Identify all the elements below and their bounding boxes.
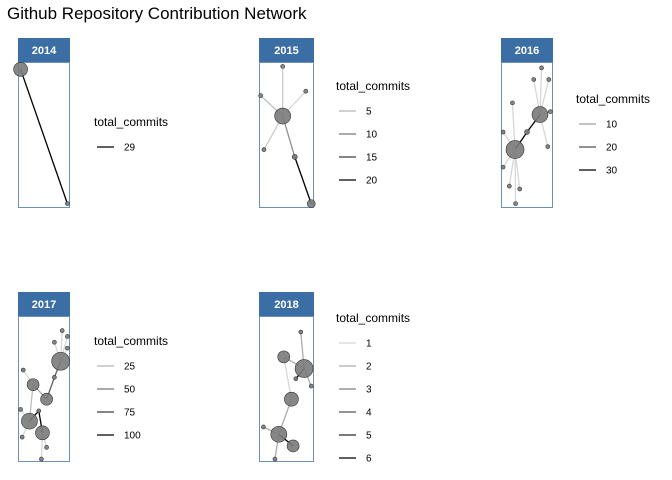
legend-label-2018-4: 5	[366, 431, 372, 442]
legend-title-2017: total_commits	[94, 334, 168, 348]
node-2015-l	[258, 93, 263, 98]
node-2017-s5	[20, 367, 26, 373]
panel-frame-2015	[259, 62, 314, 208]
legend-label-2015-3: 20	[366, 176, 378, 187]
legend-label-2014-0: 29	[124, 143, 136, 154]
legend-label-2018-2: 3	[366, 385, 372, 396]
node-2016-a3	[546, 77, 552, 82]
node-2017-s9	[39, 456, 44, 462]
chart-title: Github Repository Contribution Network	[7, 4, 307, 23]
node-2018-q2	[277, 350, 291, 364]
node-2015-t	[280, 64, 285, 69]
node-2018-t2	[308, 383, 314, 389]
node-2017-s6	[18, 407, 23, 412]
legend-title-2018: total_commits	[336, 311, 410, 325]
node-2015-c	[274, 107, 291, 125]
panel-frame-2018	[259, 316, 314, 462]
node-2016-b2	[500, 129, 506, 135]
legend-label-2017-0: 25	[124, 362, 136, 373]
legend-label-2018-5: 6	[366, 454, 372, 465]
node-2015-m	[291, 154, 298, 160]
panel-strip-2014	[18, 38, 70, 62]
node-2017-s8	[44, 445, 49, 450]
legend-label-2016-2: 30	[606, 166, 618, 177]
node-2017-p4	[21, 412, 38, 430]
panel-strip-2017	[18, 292, 70, 316]
node-2018-q3	[284, 391, 299, 407]
node-2014-b	[65, 201, 70, 206]
node-2016-b1	[510, 100, 515, 106]
legend-label-2015-1: 10	[366, 130, 378, 141]
legend-title-2016: total_commits	[576, 92, 650, 106]
node-2016-b5	[517, 186, 523, 192]
node-2016-h1	[531, 106, 549, 123]
panel-frame-2016	[501, 62, 553, 208]
node-2017-p5	[35, 425, 50, 441]
panel-strip-2018	[259, 292, 314, 316]
node-2018-t3	[261, 424, 266, 430]
node-2016-a1	[539, 65, 544, 71]
node-2017-p1	[51, 351, 70, 371]
panel-frame-2017	[18, 316, 70, 462]
node-2017-j1	[52, 375, 57, 380]
node-2016-b3	[500, 164, 506, 170]
legend-label-2015-2: 15	[366, 153, 378, 164]
node-2018-q4	[270, 425, 288, 443]
edge-2015-5	[294, 156, 312, 204]
legend-label-2015-0: 5	[366, 107, 372, 118]
panel-strip-2015	[259, 38, 314, 62]
node-2017-j2	[36, 408, 42, 414]
node-2015-r	[303, 88, 309, 94]
edge-2014-0	[19, 69, 69, 204]
node-2015-e	[306, 199, 316, 208]
node-2018-q1	[294, 359, 314, 378]
node-2017-s4	[65, 345, 70, 351]
panel-frame-2014	[18, 62, 70, 208]
legend-label-2018-3: 4	[366, 408, 372, 419]
legend-title-2014: total_commits	[94, 115, 168, 129]
node-2016-a2	[531, 77, 537, 82]
node-2018-q6	[293, 376, 299, 382]
panel-label-2016: 2016	[515, 45, 539, 57]
legend-label-2018-0: 1	[366, 339, 372, 350]
legend-label-2017-1: 50	[124, 385, 136, 396]
node-2015-bl	[261, 147, 267, 152]
node-2017-s2	[65, 334, 70, 339]
node-2018-t1	[298, 329, 304, 335]
node-2017-s3	[52, 339, 57, 345]
node-2017-s7	[19, 434, 25, 440]
legend-label-2016-0: 10	[606, 120, 618, 131]
node-2018-q5	[286, 439, 300, 453]
panel-label-2018: 2018	[274, 299, 298, 311]
panel-label-2017: 2017	[32, 299, 56, 311]
node-2016-j	[524, 129, 530, 135]
node-2018-t4	[272, 456, 278, 462]
legend-label-2018-1: 2	[366, 362, 372, 373]
legend-label-2016-1: 20	[606, 143, 618, 154]
panel-strip-2016	[501, 38, 553, 62]
node-2016-b4	[507, 183, 512, 189]
node-2017-s1	[59, 328, 65, 333]
legend-title-2015: total_commits	[336, 79, 410, 93]
node-2016-a4	[548, 109, 553, 114]
panel-label-2015: 2015	[274, 45, 298, 57]
panel-label-2014: 2014	[32, 45, 57, 57]
legend-label-2017-2: 75	[124, 408, 136, 419]
node-2017-p2	[26, 378, 40, 391]
node-2016-a5	[545, 144, 551, 149]
node-2016-h2	[505, 140, 525, 159]
node-2014-a	[13, 62, 28, 77]
node-2016-b6	[513, 201, 518, 206]
legend-label-2017-3: 100	[124, 431, 141, 442]
node-2017-p3	[40, 392, 53, 406]
